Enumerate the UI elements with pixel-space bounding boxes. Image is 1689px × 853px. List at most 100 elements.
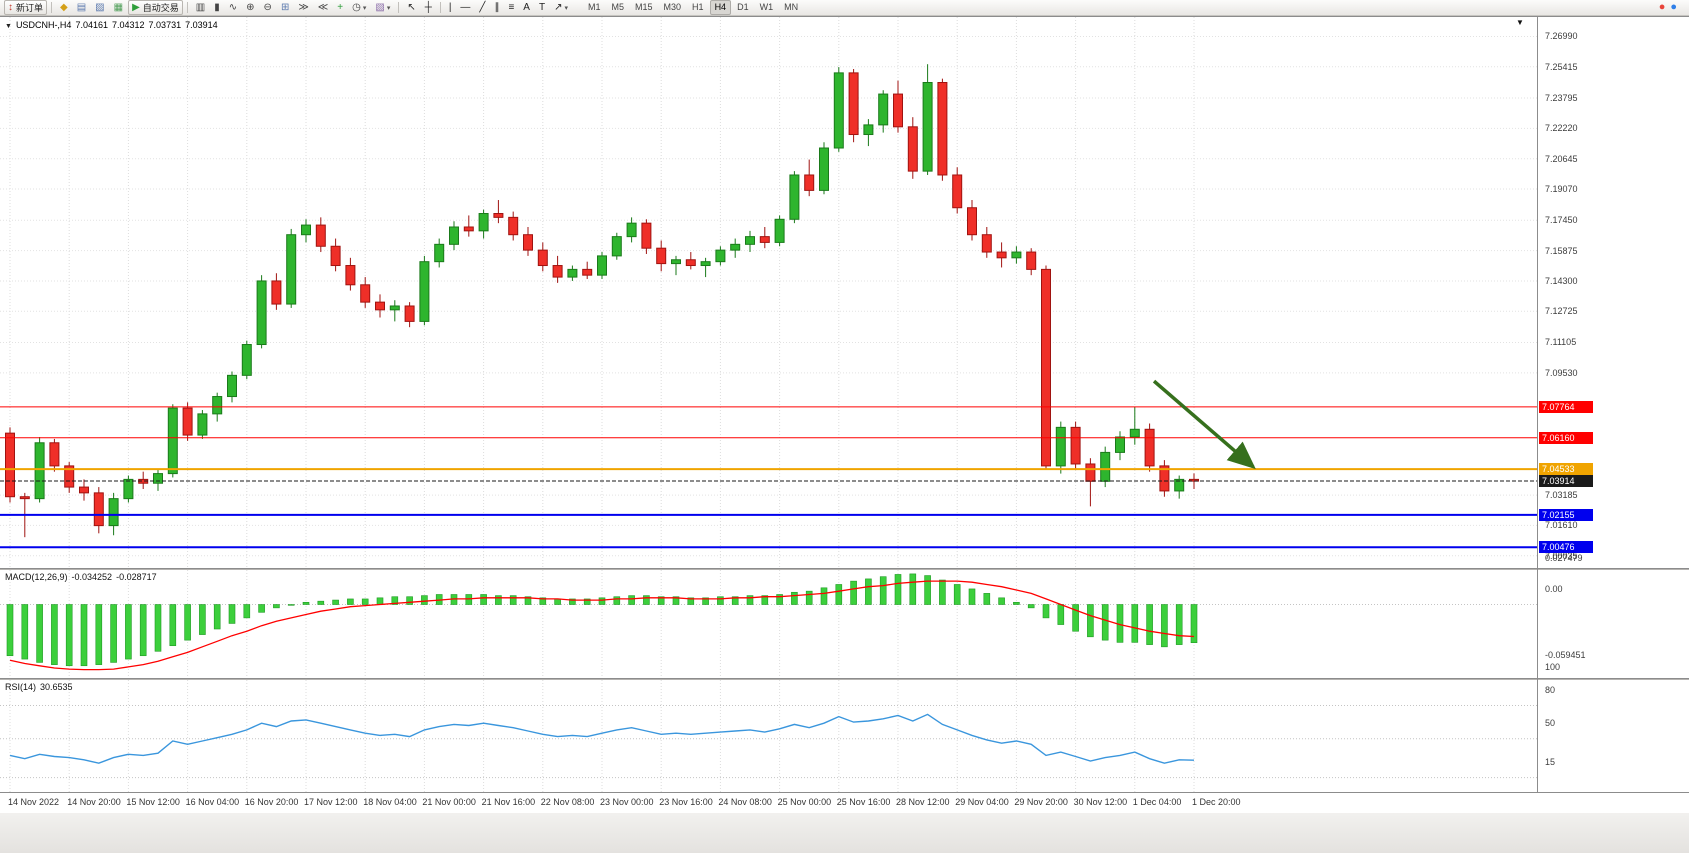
macd-canvas[interactable] [0, 570, 1537, 678]
price-axis-label: 7.14300 [1545, 275, 1578, 286]
panel-divider[interactable] [0, 678, 1689, 680]
text-label-icon[interactable]: T [535, 0, 549, 15]
vertical-line-icon-icon: | [448, 2, 452, 13]
time-axis-label: 25 Nov 00:00 [777, 797, 832, 807]
auto-scroll-icon[interactable]: ≫ [294, 0, 312, 15]
trendline-icon-icon: ╱ [479, 2, 486, 13]
data-window-icon-icon: ▤ [76, 2, 87, 13]
timeframe-h4-button[interactable]: H4 [709, 0, 732, 15]
time-axis-label: 30 Nov 12:00 [1073, 797, 1128, 807]
price-axis[interactable]: 7.26990 7.25415 7.23795 7.22220 7.20645 7.190… [1537, 17, 1689, 792]
timeframe-m15-button[interactable]: M15 [635, 2, 653, 12]
alert-badge-icon[interactable]: ● [1658, 1, 1666, 13]
trendline-icon[interactable]: ╱ [475, 0, 489, 15]
time-axis-label: 1 Dec 04:00 [1132, 797, 1182, 807]
navigator-icon[interactable]: ▨ [91, 0, 108, 15]
chart-collapse-icon[interactable]: ▼ [5, 23, 12, 30]
panel-divider[interactable] [0, 568, 1689, 570]
new-order-button[interactable]: ↕ 新订单 [4, 0, 48, 15]
timeframe-mn-button[interactable]: MN [784, 2, 799, 12]
timeframe-h1-button[interactable]: H1 [692, 2, 704, 12]
time-axis-label: 18 Nov 04:00 [363, 797, 417, 807]
add-indicator-icon-icon: + [337, 2, 344, 13]
time-axis-label: 14 Nov 2022 [8, 797, 60, 807]
toolbar-separator [398, 2, 400, 13]
timeframe-d1-button[interactable]: D1 [737, 2, 749, 12]
fibonacci-icon[interactable]: ≡ [504, 0, 518, 15]
rsi-axis-label: 15 [1545, 756, 1556, 767]
channel-icon[interactable]: ∥ [490, 0, 503, 15]
time-axis-label: 14 Nov 20:00 [67, 797, 121, 807]
crosshair-icon[interactable]: ┼ [421, 0, 436, 15]
timeframe-m5-button[interactable]: M5 [611, 2, 625, 12]
chevron-down-icon: ▾ [564, 4, 568, 12]
toolbar: ↕ 新订单 ◆ ▤ ▨ ▦ ▶ 自动交易 ▥ ▮ ∿ ⊕ ⊖ ⊞ ≫ ≪ + ◷ ▾ ▧ ▾ ↖ ┼ | — ╱ ∥ ≡ A T ↗ ▾ M1 M… [0, 0, 1689, 16]
toolbar-separator [51, 2, 53, 13]
price-axis-label: 7.20645 [1545, 153, 1578, 164]
time-axis-label: 21 Nov 00:00 [422, 797, 476, 807]
candlestick-type-icon[interactable]: ▮ [210, 0, 224, 15]
toolbar-separator [186, 2, 188, 13]
macd-signal-value: -0.028717 [116, 572, 157, 582]
tile-windows-icon[interactable]: ⊞ [277, 0, 293, 15]
main-chart-canvas[interactable] [0, 17, 1537, 568]
time-axis-label: 28 Nov 12:00 [896, 797, 950, 807]
rsi-canvas[interactable] [0, 680, 1537, 792]
time-axis-label: 16 Nov 04:00 [185, 797, 240, 807]
macd-axis-label: -0.059451 [1545, 649, 1586, 660]
price-axis-label: 7.00035 [1545, 550, 1578, 561]
price-axis-label: 7.09530 [1545, 367, 1578, 378]
auto-trading-button[interactable]: ▶ 自动交易 [128, 0, 183, 15]
window-bottom-area [0, 812, 1689, 853]
add-indicator-icon[interactable]: + [333, 0, 347, 15]
clock-icon: ◷ [352, 2, 361, 13]
zoom-in-icon[interactable]: ⊕ [242, 0, 258, 15]
chart-low-value: 7.03731 [148, 20, 182, 30]
cursor-icon[interactable]: ↖ [403, 0, 419, 15]
market-watch-icon[interactable]: ◆ [56, 0, 72, 15]
vertical-line-icon[interactable]: | [445, 0, 456, 15]
channel-icon-icon: ∥ [494, 2, 500, 13]
macd-indicator-label: MACD(12,26,9) -0.034252 -0.028717 [5, 572, 161, 582]
price-line-badge: 7.00476 [1539, 541, 1593, 554]
market-watch-icon-icon: ◆ [60, 2, 68, 13]
data-window-icon[interactable]: ▤ [73, 0, 90, 15]
zoom-in-icon-icon: ⊕ [246, 2, 255, 13]
chart-open-value: 7.04161 [75, 20, 108, 30]
text-icon[interactable]: A [519, 0, 534, 15]
time-axis-label: 1 Dec 20:00 [1192, 797, 1241, 807]
line-chart-type-icon-icon: ∿ [228, 2, 238, 13]
line-chart-type-icon[interactable]: ∿ [225, 0, 241, 15]
bar-chart-type-icon[interactable]: ▥ [192, 0, 209, 15]
timeframe-group: M1 M5 M15 M30 H1 H4 D1 W1 MN [583, 0, 803, 15]
chart-close-value: 7.03914 [185, 20, 218, 30]
price-line-badge: 7.06160 [1539, 431, 1593, 444]
time-axis-label: 16 Nov 20:00 [244, 797, 299, 807]
text-icon-icon: A [523, 2, 530, 13]
terminal-icon[interactable]: ▦ [110, 0, 127, 15]
zoom-out-icon[interactable]: ⊖ [260, 0, 276, 15]
time-axis-label: 24 Nov 08:00 [718, 797, 772, 807]
horizontal-line-icon[interactable]: — [456, 0, 474, 15]
macd-main-value: -0.034252 [71, 572, 113, 582]
macd-title: MACD(12,26,9) [5, 572, 68, 582]
price-axis-label: 7.26990 [1545, 31, 1578, 42]
arrows-dropdown[interactable]: ↗ ▾ [550, 0, 572, 15]
fibonacci-icon-icon: ≡ [508, 2, 515, 13]
chart-symbol-period: USDCNH-,H4 [15, 20, 72, 30]
time-axis-label: 25 Nov 16:00 [836, 797, 891, 807]
price-axis-separator [1537, 17, 1538, 792]
timeframe-m1-button[interactable]: M1 [587, 2, 601, 12]
price-line-badge: 7.07764 [1539, 400, 1593, 413]
periods-dropdown[interactable]: ◷ ▾ [348, 0, 370, 15]
chart-high-value: 7.04312 [112, 20, 145, 30]
time-axis[interactable]: 14 Nov 2022 14 Nov 20:00 15 Nov 12:00 16 No… [0, 792, 1689, 813]
text-label-icon-icon: T [538, 2, 546, 13]
templates-dropdown[interactable]: ▧ ▾ [371, 0, 394, 15]
timeframe-w1-button[interactable]: W1 [759, 2, 774, 12]
chart-window: ▼ USDCNH-,H4 7.04161 7.04312 7.03731 7.03914 … [0, 16, 1689, 813]
message-badge-icon[interactable]: ● [1670, 1, 1677, 13]
chart-shift-icon[interactable]: ≪ [314, 0, 332, 15]
new-order-icon: ↕ [8, 2, 13, 13]
timeframe-m30-button[interactable]: M30 [663, 2, 682, 12]
